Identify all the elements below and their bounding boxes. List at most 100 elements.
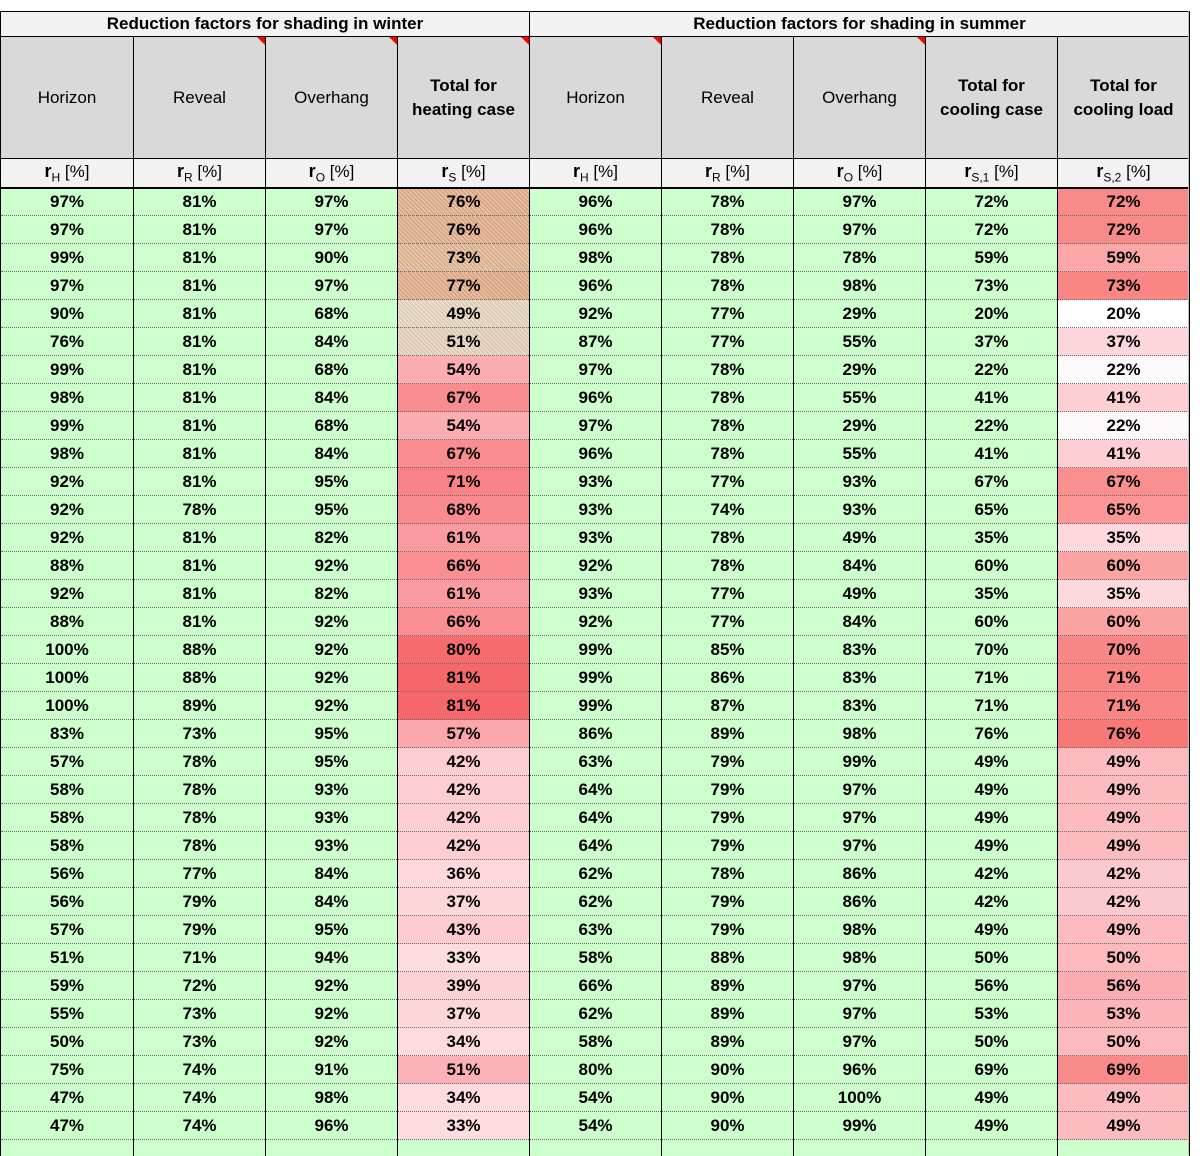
cell-overhang-summer[interactable]: 84%	[793, 551, 926, 580]
cell-overhang-winter[interactable]: 92%	[265, 999, 398, 1028]
column-header-reveal-winter[interactable]: Reveal	[133, 36, 266, 159]
cell-horizon-winter[interactable]: 97%	[0, 215, 134, 244]
cell-horizon-winter[interactable]: 57%	[0, 915, 134, 944]
cell-horizon-winter[interactable]: 58%	[0, 803, 134, 832]
cell-total-heating[interactable]: 76%	[397, 215, 530, 244]
cell-reveal-summer[interactable]: 78%	[661, 859, 794, 888]
cell-horizon-winter[interactable]: 58%	[0, 775, 134, 804]
cell-horizon-winter[interactable]: 56%	[0, 887, 134, 916]
cell-total-cooling-load[interactable]: 53%	[1057, 999, 1190, 1028]
cell-horizon-winter[interactable]: 58%	[0, 831, 134, 860]
cell-total-heating[interactable]: 34%	[397, 1027, 530, 1056]
cell-horizon-summer[interactable]: 62%	[529, 887, 662, 916]
cell-total-cooling-case[interactable]: 56%	[925, 971, 1058, 1000]
cell-reveal-winter[interactable]: 81%	[133, 551, 266, 580]
cell-reveal-summer[interactable]: 79%	[661, 803, 794, 832]
cell-overhang-summer[interactable]: 97%	[793, 999, 926, 1028]
cell-reveal-summer[interactable]: 79%	[661, 775, 794, 804]
cell-total-heating[interactable]: 33%	[397, 1111, 530, 1140]
cell-overhang-winter[interactable]: 95%	[265, 719, 398, 748]
cell-overhang-winter[interactable]: 82%	[265, 523, 398, 552]
cell-total-cooling-load[interactable]	[1057, 1139, 1190, 1156]
cell-overhang-winter[interactable]: 92%	[265, 551, 398, 580]
cell-horizon-winter[interactable]: 75%	[0, 1055, 134, 1084]
cell-total-cooling-load[interactable]: 49%	[1057, 1083, 1190, 1112]
cell-reveal-winter[interactable]: 81%	[133, 299, 266, 328]
cell-total-cooling-load[interactable]: 70%	[1057, 635, 1190, 664]
cell-total-heating[interactable]: 54%	[397, 355, 530, 384]
cell-overhang-summer[interactable]: 97%	[793, 187, 926, 216]
cell-reveal-winter[interactable]: 71%	[133, 943, 266, 972]
cell-overhang-winter[interactable]: 95%	[265, 495, 398, 524]
cell-overhang-winter[interactable]: 68%	[265, 299, 398, 328]
cell-reveal-winter[interactable]: 73%	[133, 719, 266, 748]
cell-reveal-winter[interactable]: 88%	[133, 635, 266, 664]
cell-horizon-summer[interactable]: 97%	[529, 355, 662, 384]
cell-total-cooling-load[interactable]: 37%	[1057, 327, 1190, 356]
cell-horizon-winter[interactable]: 98%	[0, 383, 134, 412]
cell-reveal-summer[interactable]	[661, 1139, 794, 1156]
cell-overhang-winter[interactable]: 92%	[265, 971, 398, 1000]
unit-cell-overhang-summer[interactable]: rO [%]	[793, 158, 926, 189]
cell-reveal-summer[interactable]: 77%	[661, 579, 794, 608]
cell-overhang-summer[interactable]: 100%	[793, 1083, 926, 1112]
cell-total-cooling-case[interactable]: 73%	[925, 271, 1058, 300]
cell-total-heating[interactable]: 66%	[397, 607, 530, 636]
cell-overhang-winter[interactable]: 93%	[265, 831, 398, 860]
cell-reveal-summer[interactable]: 78%	[661, 523, 794, 552]
comment-indicator-icon[interactable]	[917, 37, 925, 45]
cell-overhang-summer[interactable]: 84%	[793, 607, 926, 636]
cell-total-cooling-case[interactable]: 53%	[925, 999, 1058, 1028]
cell-total-cooling-case[interactable]: 49%	[925, 747, 1058, 776]
cell-horizon-summer[interactable]: 66%	[529, 971, 662, 1000]
cell-overhang-winter[interactable]: 91%	[265, 1055, 398, 1084]
cell-overhang-winter[interactable]: 97%	[265, 187, 398, 216]
cell-total-heating[interactable]: 51%	[397, 1055, 530, 1084]
cell-total-cooling-case[interactable]	[925, 1139, 1058, 1156]
cell-overhang-winter[interactable]: 92%	[265, 691, 398, 720]
cell-reveal-winter[interactable]: 81%	[133, 383, 266, 412]
unit-cell-reveal-summer[interactable]: rR [%]	[661, 158, 794, 189]
cell-reveal-summer[interactable]: 90%	[661, 1083, 794, 1112]
cell-reveal-winter[interactable]: 81%	[133, 467, 266, 496]
cell-horizon-summer[interactable]: 96%	[529, 439, 662, 468]
column-header-overhang-summer[interactable]: Overhang	[793, 36, 926, 159]
cell-total-heating[interactable]: 43%	[397, 915, 530, 944]
cell-total-cooling-load[interactable]: 60%	[1057, 551, 1190, 580]
cell-reveal-summer[interactable]: 78%	[661, 187, 794, 216]
cell-overhang-summer[interactable]	[793, 1139, 926, 1156]
cell-reveal-winter[interactable]: 81%	[133, 523, 266, 552]
cell-total-heating[interactable]: 67%	[397, 439, 530, 468]
cell-overhang-winter[interactable]: 96%	[265, 1111, 398, 1140]
cell-overhang-summer[interactable]: 29%	[793, 299, 926, 328]
cell-total-cooling-case[interactable]: 69%	[925, 1055, 1058, 1084]
cell-overhang-summer[interactable]: 93%	[793, 495, 926, 524]
cell-total-heating[interactable]: 77%	[397, 271, 530, 300]
cell-overhang-winter[interactable]: 95%	[265, 467, 398, 496]
cell-total-cooling-load[interactable]: 22%	[1057, 411, 1190, 440]
cell-overhang-summer[interactable]: 29%	[793, 355, 926, 384]
cell-total-cooling-load[interactable]: 72%	[1057, 215, 1190, 244]
cell-reveal-summer[interactable]: 85%	[661, 635, 794, 664]
cell-total-heating[interactable]: 67%	[397, 383, 530, 412]
cell-reveal-summer[interactable]: 78%	[661, 271, 794, 300]
cell-reveal-summer[interactable]: 78%	[661, 411, 794, 440]
cell-horizon-winter[interactable]: 88%	[0, 551, 134, 580]
cell-total-heating[interactable]: 73%	[397, 243, 530, 272]
cell-horizon-winter[interactable]: 97%	[0, 271, 134, 300]
cell-horizon-summer[interactable]: 92%	[529, 299, 662, 328]
cell-total-heating[interactable]: 49%	[397, 299, 530, 328]
cell-overhang-summer[interactable]: 83%	[793, 663, 926, 692]
cell-reveal-winter[interactable]: 79%	[133, 887, 266, 916]
cell-horizon-winter[interactable]: 99%	[0, 411, 134, 440]
cell-reveal-winter[interactable]: 81%	[133, 579, 266, 608]
cell-overhang-summer[interactable]: 93%	[793, 467, 926, 496]
cell-overhang-summer[interactable]: 98%	[793, 271, 926, 300]
cell-reveal-winter[interactable]: 74%	[133, 1083, 266, 1112]
cell-overhang-summer[interactable]: 83%	[793, 691, 926, 720]
cell-overhang-summer[interactable]: 86%	[793, 859, 926, 888]
cell-total-heating[interactable]: 81%	[397, 663, 530, 692]
cell-reveal-winter[interactable]: 81%	[133, 411, 266, 440]
cell-horizon-summer[interactable]: 64%	[529, 803, 662, 832]
cell-total-cooling-case[interactable]: 41%	[925, 439, 1058, 468]
